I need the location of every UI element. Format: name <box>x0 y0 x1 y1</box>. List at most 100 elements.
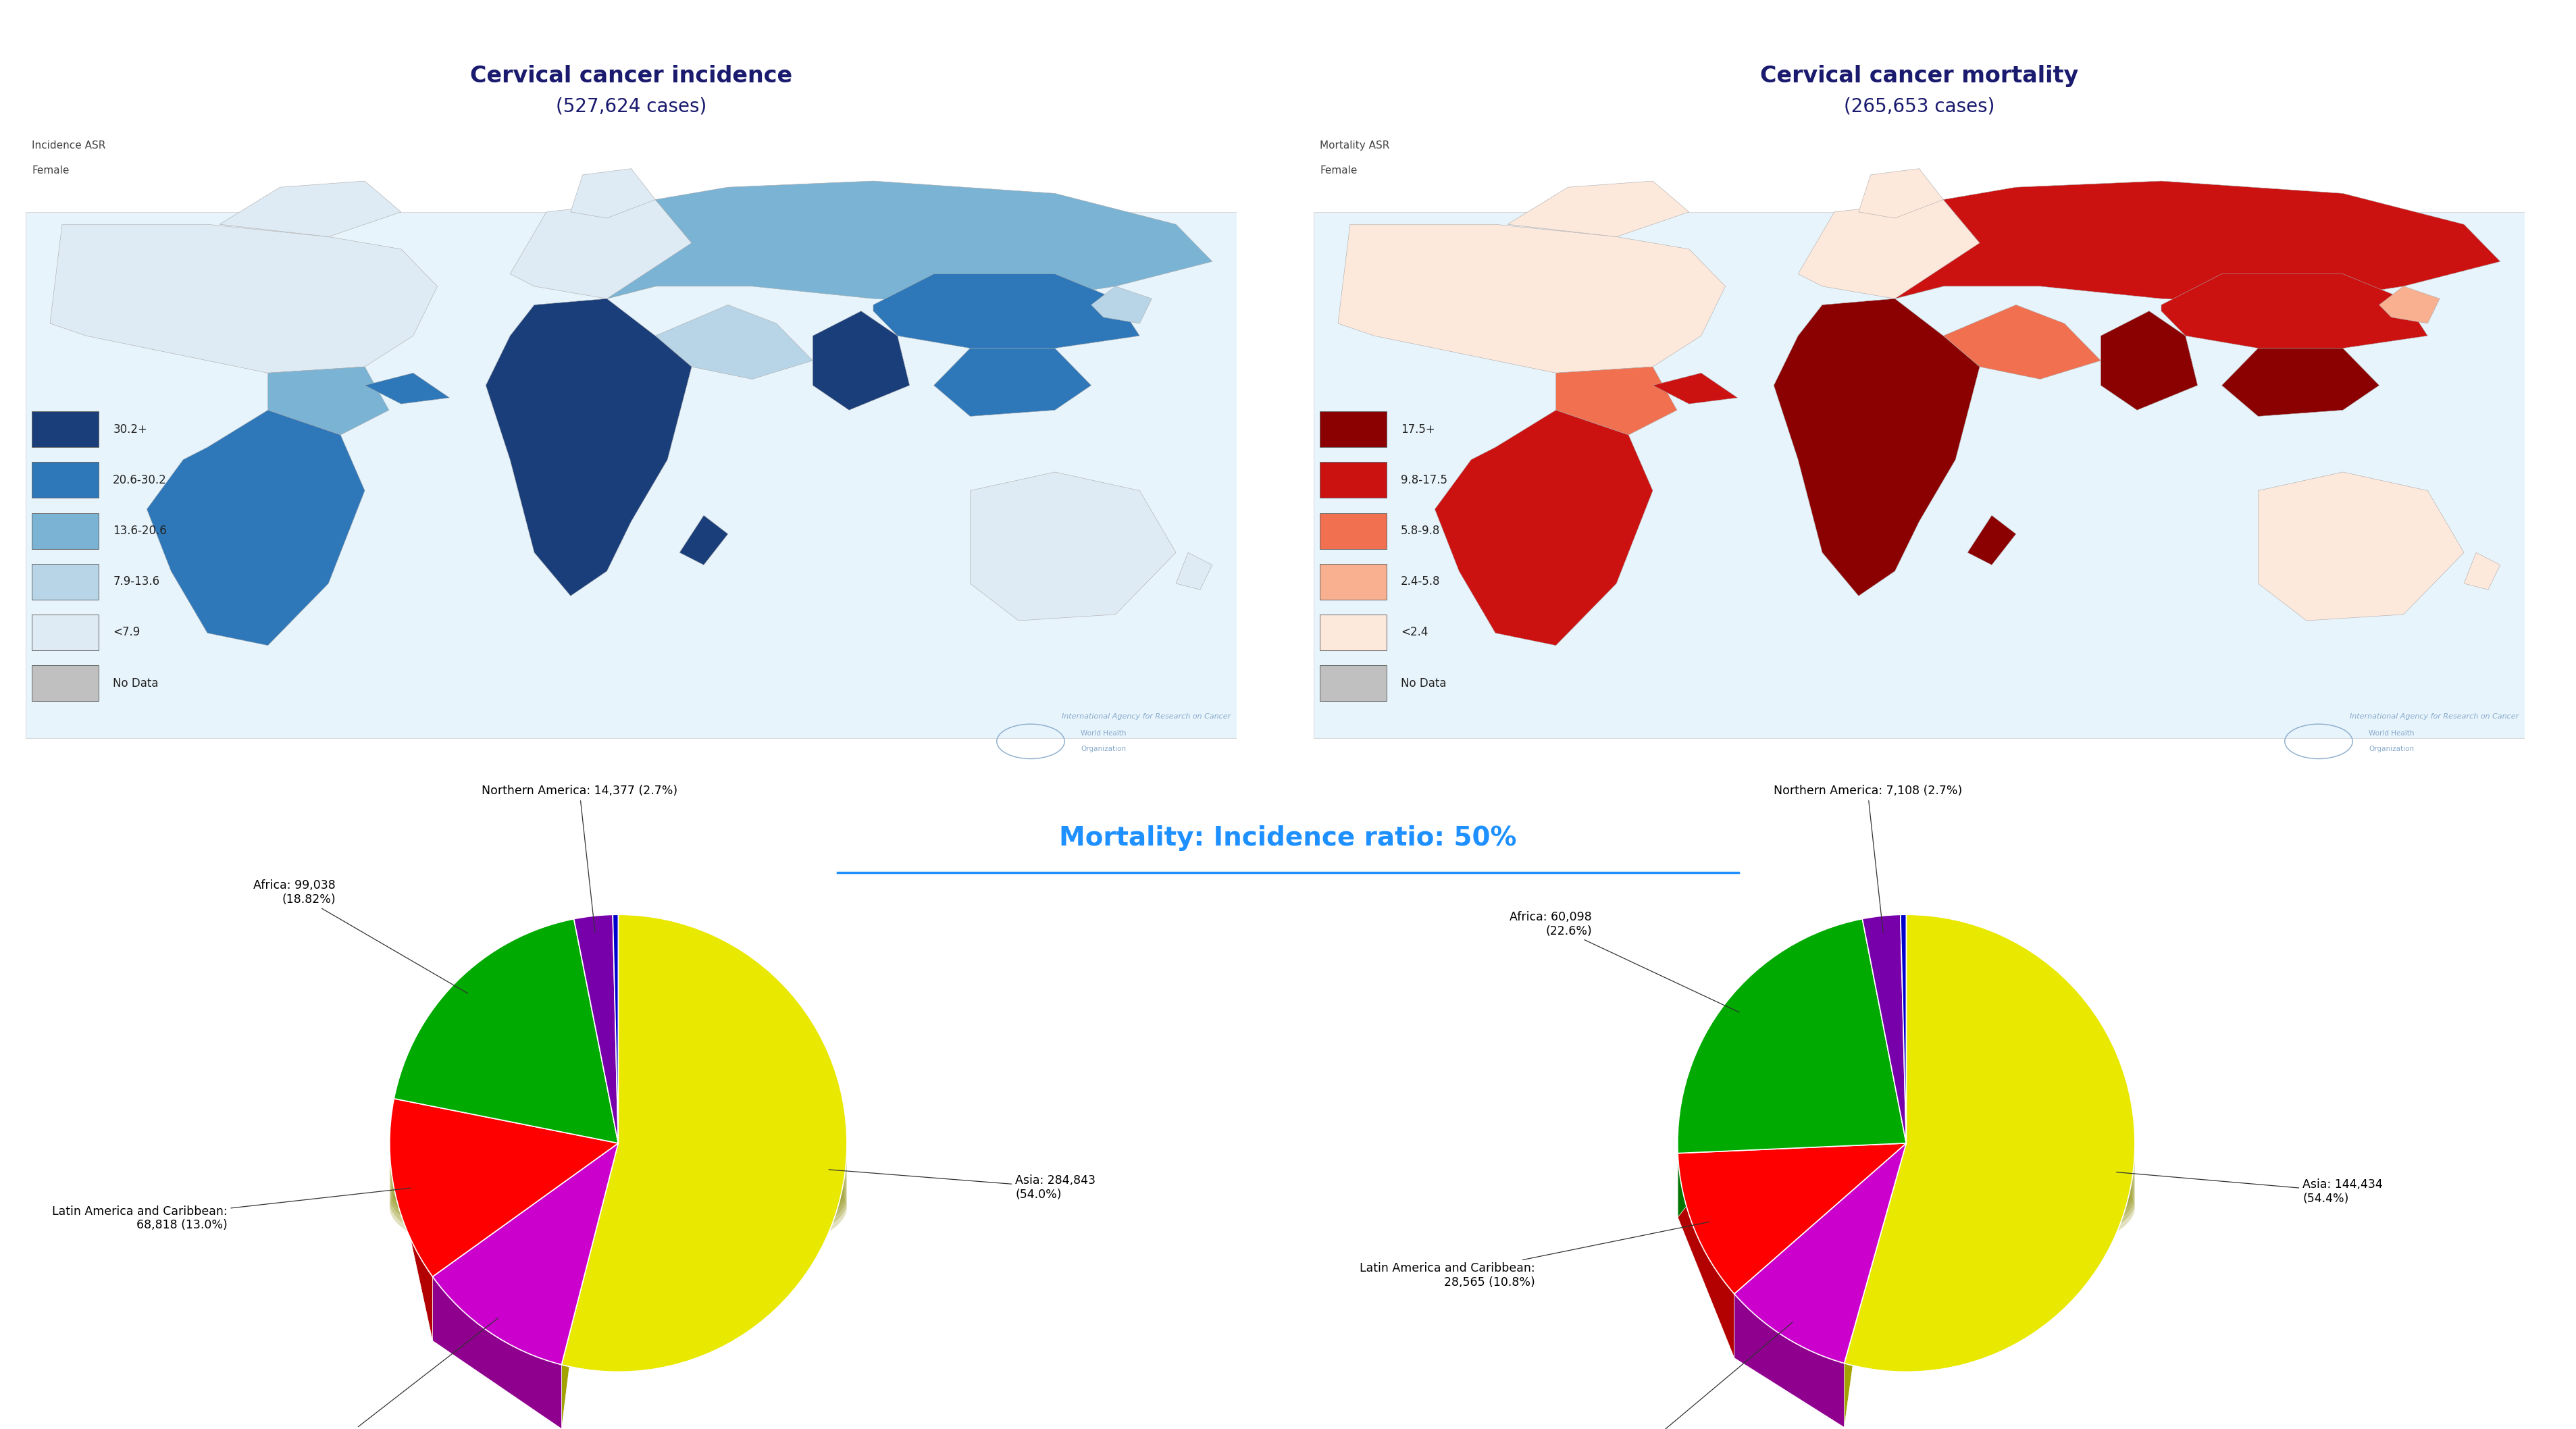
Text: Cervical cancer mortality: Cervical cancer mortality <box>1759 64 2079 87</box>
Text: Northern America: 7,108 (2.7%): Northern America: 7,108 (2.7%) <box>1772 785 1963 932</box>
Ellipse shape <box>1677 1096 2136 1222</box>
Text: Latin America and Caribbean:
28,565 (10.8%): Latin America and Caribbean: 28,565 (10.… <box>1360 1222 1708 1289</box>
Polygon shape <box>1968 516 2017 564</box>
FancyBboxPatch shape <box>1314 211 2524 739</box>
Text: 17.5+: 17.5+ <box>1401 423 1435 436</box>
Bar <box>1319 563 1386 600</box>
Polygon shape <box>1654 373 1736 404</box>
Ellipse shape <box>1677 1139 2136 1265</box>
Polygon shape <box>1092 286 1151 323</box>
Polygon shape <box>1435 410 1654 646</box>
Polygon shape <box>1556 367 1677 434</box>
Polygon shape <box>1896 181 2501 304</box>
Text: Female: Female <box>1319 166 1358 176</box>
Text: Northern America: 14,377 (2.7%): Northern America: 14,377 (2.7%) <box>482 785 677 932</box>
Polygon shape <box>394 1099 433 1340</box>
Text: Asia: 144,434
(54.4%): Asia: 144,434 (54.4%) <box>2117 1172 2383 1205</box>
Polygon shape <box>562 915 618 1429</box>
Text: <7.9: <7.9 <box>113 626 139 639</box>
Polygon shape <box>2221 349 2380 416</box>
Ellipse shape <box>389 1086 848 1212</box>
Text: 7.9-13.6: 7.9-13.6 <box>113 576 160 587</box>
Polygon shape <box>2259 472 2463 620</box>
Wedge shape <box>613 915 618 1143</box>
Text: <2.4: <2.4 <box>1401 626 1427 639</box>
Ellipse shape <box>389 1117 848 1243</box>
Polygon shape <box>366 373 451 404</box>
Wedge shape <box>1734 1143 1906 1363</box>
Polygon shape <box>487 299 693 596</box>
Polygon shape <box>49 224 438 373</box>
Polygon shape <box>1942 304 2102 379</box>
Ellipse shape <box>1677 1112 2136 1238</box>
Ellipse shape <box>1677 1123 2136 1249</box>
Wedge shape <box>389 1099 618 1276</box>
Bar <box>31 666 98 702</box>
Bar <box>31 563 98 600</box>
Text: World Health: World Health <box>2367 730 2414 736</box>
Polygon shape <box>1677 1153 1734 1358</box>
Bar <box>31 513 98 549</box>
Text: World Health: World Health <box>1079 730 1126 736</box>
Polygon shape <box>2161 274 2427 349</box>
Bar <box>1319 666 1386 702</box>
Polygon shape <box>1844 915 1906 1428</box>
Bar <box>1319 614 1386 650</box>
Polygon shape <box>654 304 814 379</box>
Ellipse shape <box>389 1133 848 1259</box>
Bar <box>31 614 98 650</box>
Text: 30.2+: 30.2+ <box>113 423 147 436</box>
Text: Incidence ASR: Incidence ASR <box>31 140 106 151</box>
Bar <box>31 462 98 499</box>
Text: Europe: 99,038  (11.1%): Europe: 99,038 (11.1%) <box>276 1318 497 1429</box>
Bar <box>1319 462 1386 499</box>
Ellipse shape <box>389 1107 848 1233</box>
Polygon shape <box>680 516 729 564</box>
Ellipse shape <box>389 1123 848 1249</box>
Bar <box>31 412 98 447</box>
Polygon shape <box>1734 1293 1844 1428</box>
Text: Mortality: Incidence ratio: 50%: Mortality: Incidence ratio: 50% <box>1059 826 1517 852</box>
Polygon shape <box>873 274 1139 349</box>
Wedge shape <box>1901 915 1906 1143</box>
Ellipse shape <box>389 1139 848 1265</box>
Wedge shape <box>1862 915 1906 1143</box>
Text: Africa: 99,038
(18.82%): Africa: 99,038 (18.82%) <box>252 879 469 993</box>
Polygon shape <box>219 181 402 237</box>
Text: 20.6-30.2: 20.6-30.2 <box>113 474 167 486</box>
Polygon shape <box>1860 169 1942 219</box>
Text: Organization: Organization <box>2370 746 2414 752</box>
Polygon shape <box>935 349 1092 416</box>
Text: 5.8-9.8: 5.8-9.8 <box>1401 524 1440 537</box>
Ellipse shape <box>389 1090 848 1216</box>
Text: 13.6-20.6: 13.6-20.6 <box>113 524 167 537</box>
Polygon shape <box>1175 553 1213 590</box>
Ellipse shape <box>1677 1090 2136 1216</box>
Text: Organization: Organization <box>1082 746 1126 752</box>
Wedge shape <box>1677 1143 1906 1293</box>
Polygon shape <box>2102 312 2197 410</box>
Bar <box>1319 412 1386 447</box>
Polygon shape <box>1677 919 1862 1218</box>
Text: Mortality ASR: Mortality ASR <box>1319 140 1388 151</box>
Text: (527,624 cases): (527,624 cases) <box>556 97 706 116</box>
Wedge shape <box>1677 919 1906 1153</box>
Ellipse shape <box>1677 1086 2136 1212</box>
Text: Europe: 24,385  (9.2%): Europe: 24,385 (9.2%) <box>1582 1322 1793 1429</box>
Polygon shape <box>268 367 389 434</box>
Text: No Data: No Data <box>1401 677 1448 689</box>
Ellipse shape <box>1677 1145 2136 1270</box>
Polygon shape <box>608 181 1213 304</box>
Text: (265,653 cases): (265,653 cases) <box>1844 97 1994 116</box>
Ellipse shape <box>389 1145 848 1270</box>
Text: International Agency for Research on Cancer: International Agency for Research on Can… <box>2349 713 2519 720</box>
Wedge shape <box>433 1143 618 1365</box>
Wedge shape <box>394 919 618 1143</box>
Polygon shape <box>1775 299 1981 596</box>
Text: No Data: No Data <box>113 677 160 689</box>
Ellipse shape <box>389 1102 848 1228</box>
Polygon shape <box>2463 553 2501 590</box>
Ellipse shape <box>1677 1133 2136 1259</box>
Text: Cervical cancer incidence: Cervical cancer incidence <box>469 64 793 87</box>
Text: Africa: 60,098
(22.6%): Africa: 60,098 (22.6%) <box>1510 910 1739 1012</box>
